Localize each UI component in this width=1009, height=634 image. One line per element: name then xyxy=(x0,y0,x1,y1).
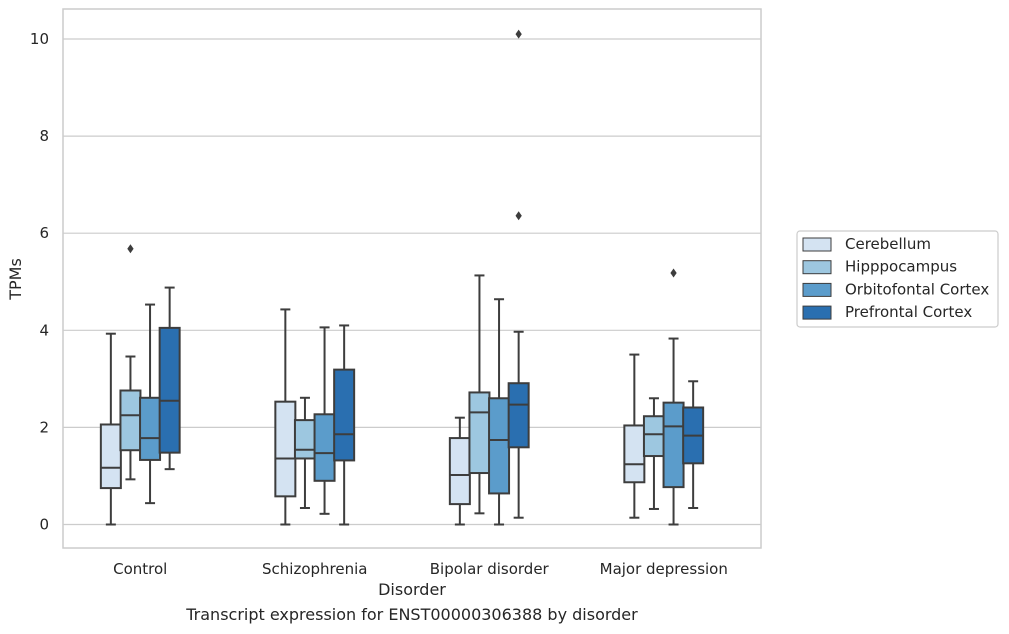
x-tick-label: Control xyxy=(113,560,167,578)
x-tick-label: Major depression xyxy=(600,560,728,578)
box-hipppocampus xyxy=(642,415,665,458)
box-prefrontal-cortex xyxy=(158,326,181,454)
box-group-0 xyxy=(99,244,181,526)
box-orbitofontal-cortex xyxy=(139,396,162,461)
x-tick-label: Schizophrenia xyxy=(262,560,367,578)
box-orbitofontal-cortex xyxy=(662,401,685,489)
y-tick-label: 8 xyxy=(39,127,49,145)
y-tick-labels: 0 2 4 6 8 10 xyxy=(30,30,49,534)
box-group-3 xyxy=(623,268,705,526)
chart-caption: Transcript expression for ENST0000030638… xyxy=(186,605,638,624)
legend-swatch xyxy=(802,237,832,252)
legend-label: Prefrontal Cortex xyxy=(845,303,972,321)
legend-frame xyxy=(796,230,999,328)
box-hipppocampus xyxy=(468,391,491,475)
outlier-point xyxy=(515,211,522,221)
legend-label: Hipppocampus xyxy=(845,258,957,276)
x-tick-labels: Control Schizophrenia Bipolar disorder Majo… xyxy=(113,560,728,578)
box-prefrontal-cortex xyxy=(333,368,356,462)
legend-label: Cerebellum xyxy=(845,235,931,253)
legend-label: Orbitofontal Cortex xyxy=(845,280,989,298)
box-cerebellum xyxy=(448,437,471,506)
box-orbitofontal-cortex xyxy=(313,413,336,482)
y-tick-label: 0 xyxy=(39,516,49,534)
legend-swatch xyxy=(802,282,832,297)
x-tick-label: Bipolar disorder xyxy=(430,560,550,578)
outlier-point xyxy=(127,244,134,254)
y-tick-label: 4 xyxy=(39,321,49,339)
box-cerebellum xyxy=(623,424,646,484)
box-orbitofontal-cortex xyxy=(488,397,511,495)
outlier-point xyxy=(515,29,522,39)
box-groups xyxy=(99,29,705,526)
box-prefrontal-cortex xyxy=(507,382,530,449)
box-hipppocampus xyxy=(119,389,142,452)
box-cerebellum xyxy=(99,423,122,490)
legend-swatch xyxy=(802,305,832,320)
plot-frame xyxy=(62,8,762,549)
box-group-2 xyxy=(448,29,530,526)
legend-swatch xyxy=(802,260,832,275)
box-hipppocampus xyxy=(293,419,316,460)
y-tick-label: 2 xyxy=(39,418,49,436)
outlier-point xyxy=(670,268,677,278)
x-axis-label: Disorder xyxy=(378,580,446,599)
box-cerebellum xyxy=(274,400,297,498)
y-tick-label: 6 xyxy=(39,224,49,242)
y-tick-label: 10 xyxy=(30,30,49,48)
y-axis-label: TPMs xyxy=(6,258,25,301)
box-group-1 xyxy=(274,308,356,526)
legend: Cerebellum Hipppocampus Orbitofontal Corte… xyxy=(796,230,999,328)
